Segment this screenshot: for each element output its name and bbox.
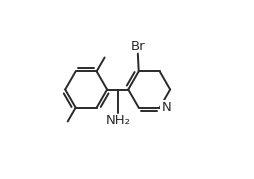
Text: N: N bbox=[162, 101, 172, 114]
Text: Br: Br bbox=[131, 40, 145, 53]
Text: N: N bbox=[162, 101, 172, 114]
Text: NH₂: NH₂ bbox=[106, 114, 131, 127]
